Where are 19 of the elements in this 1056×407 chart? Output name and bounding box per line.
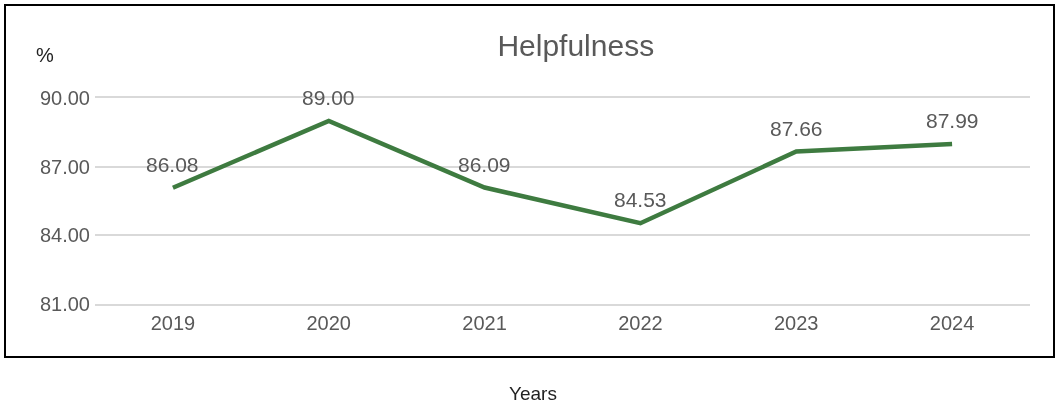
data-label: 84.53: [614, 188, 667, 211]
x-tick-label: 2022: [618, 311, 663, 334]
data-label: 87.66: [770, 117, 823, 140]
x-tick-label: 2024: [929, 311, 975, 334]
x-axis-title: Years: [509, 383, 557, 404]
data-label: 87.99: [926, 109, 979, 132]
y-axis-title: %: [36, 44, 54, 66]
x-tick-label: 2019: [150, 311, 196, 334]
y-tick-label: 87.00: [39, 155, 90, 178]
data-label: 86.09: [458, 153, 511, 176]
data-label: 89.00: [302, 86, 355, 109]
x-tick-label: 2020: [306, 311, 351, 334]
y-tick-label: 90.00: [39, 87, 90, 109]
y-tick-label: 81.00: [39, 293, 90, 315]
data-label: 86.08: [146, 153, 199, 176]
x-tick-label: 2023: [774, 311, 819, 334]
chart-title: Helpfulness: [497, 28, 655, 62]
x-tick-label: 2021: [462, 311, 507, 334]
y-tick-label: 84.00: [39, 224, 90, 247]
